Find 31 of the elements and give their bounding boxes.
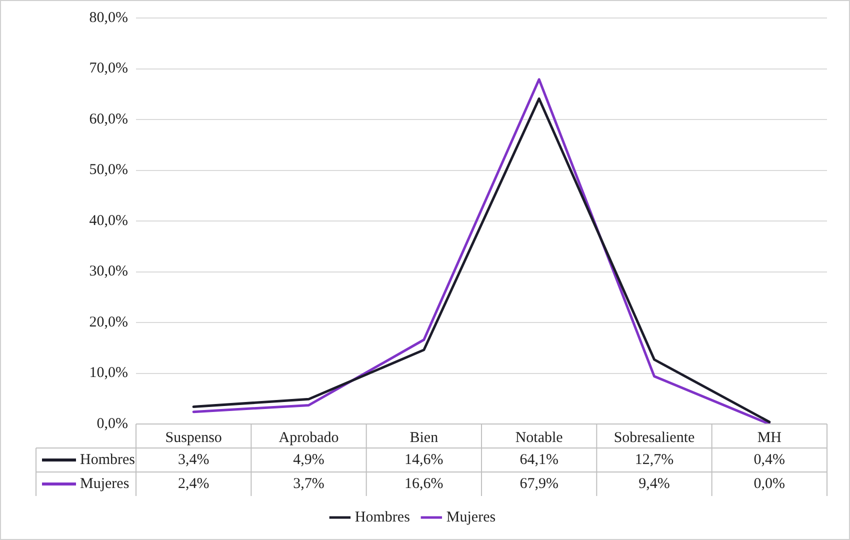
y-tick-label: 10,0% [89, 365, 128, 382]
x-tick-label: MH [757, 430, 782, 446]
legend-label: Mujeres [80, 476, 130, 492]
data-label: 0,4% [754, 452, 786, 468]
data-label: 67,9% [520, 476, 558, 492]
data-label: 0,0% [754, 476, 786, 492]
y-tick-label: 40,0% [89, 212, 128, 229]
data-label: 3,7% [293, 476, 324, 492]
y-tick-label: 60,0% [89, 111, 128, 128]
x-tick-label: Sobresaliente [614, 430, 695, 446]
y-tick-label: 30,0% [89, 264, 128, 280]
data-label: 12,7% [634, 452, 674, 468]
y-tick-label: 70,0% [89, 60, 128, 77]
x-tick-label: Suspenso [165, 430, 222, 446]
data-label: 14,6% [404, 452, 444, 468]
text: Hombres [354, 509, 410, 526]
data-label: 64,1% [520, 452, 558, 468]
x-tick-label: Aprobado [278, 430, 339, 446]
data-label: 4,9% [293, 452, 324, 468]
x-tick-label: Bien [410, 430, 439, 446]
legend-label: Hombres [80, 452, 136, 468]
y-tick-label: 0,0% [96, 416, 128, 432]
data-label: 2,4% [178, 476, 210, 492]
y-tick-label: 80,0% [89, 10, 128, 26]
text: Mujeres [446, 509, 496, 526]
data-label: 16,6% [404, 476, 444, 492]
y-tick-label: 20,0% [89, 314, 128, 330]
x-tick-label: Notable [515, 430, 564, 446]
y-tick-label: 50,0% [89, 162, 128, 178]
data-label: 9,4% [638, 476, 670, 492]
data-label: 3,4% [178, 452, 210, 468]
